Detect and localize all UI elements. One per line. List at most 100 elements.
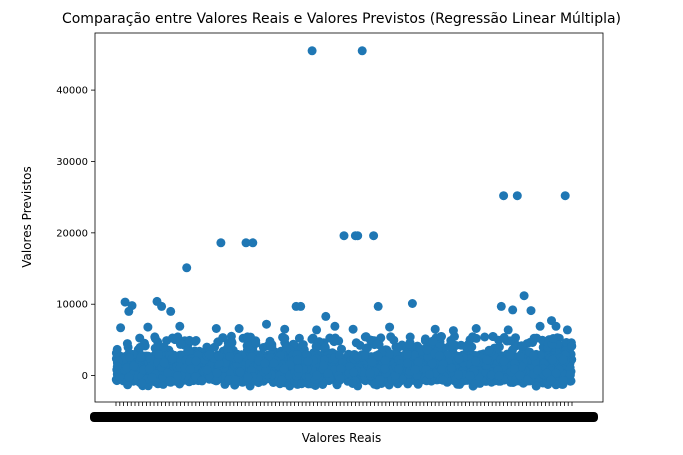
scatter-point	[516, 352, 525, 361]
scatter-point	[348, 324, 358, 334]
scatter-point	[494, 371, 504, 381]
scatter-point	[499, 356, 509, 366]
scatter-point	[535, 321, 545, 331]
scatter-point	[365, 368, 375, 378]
scatter-point	[159, 358, 169, 368]
scatter-point	[339, 231, 349, 241]
scatter-point	[184, 347, 194, 357]
scatter-point	[294, 333, 304, 343]
scatter-point	[542, 368, 552, 378]
scatter-point	[159, 342, 169, 352]
scatter-point	[373, 351, 383, 361]
scatter-point	[225, 352, 235, 361]
scatter-point	[375, 375, 385, 385]
scatter-point	[471, 356, 481, 366]
scatter-point	[166, 306, 176, 316]
scatter-point	[212, 368, 222, 378]
chart-title: Comparação entre Valores Reais e Valores…	[62, 11, 621, 27]
scatter-point	[116, 323, 126, 333]
scatter-point	[532, 333, 542, 343]
scatter-point	[280, 324, 290, 334]
scatter-point	[143, 322, 153, 332]
scatter-point	[120, 297, 130, 307]
scatter-point	[405, 332, 415, 342]
scatter-point	[303, 356, 313, 366]
scatter-point	[484, 345, 494, 355]
scatter-point	[471, 324, 481, 333]
scatter-point	[448, 339, 458, 349]
scatter-point	[124, 306, 134, 316]
y-axis-label: Valores Previstos	[20, 166, 34, 268]
scatter-point	[122, 339, 132, 349]
scatter-point	[531, 381, 541, 391]
scatter-point	[279, 364, 289, 374]
x-tick-labels-overlapping	[90, 412, 598, 422]
scatter-point	[380, 364, 390, 374]
scatter-point	[227, 338, 237, 348]
scatter-point	[122, 363, 132, 373]
scatter-point	[355, 340, 365, 350]
scatter-point	[335, 350, 344, 360]
scatter-point	[499, 191, 509, 201]
scatter-point	[191, 336, 201, 345]
y-tick-label: 40000	[56, 86, 88, 97]
scatter-point	[360, 332, 370, 342]
scatter-point	[529, 351, 539, 361]
scatter-point	[265, 336, 275, 346]
scatter-point	[136, 353, 146, 362]
scatter-point	[230, 375, 240, 385]
scatter-point	[352, 352, 362, 362]
scatter-point	[185, 364, 195, 374]
scatter-point	[437, 364, 446, 374]
scatter-point	[336, 364, 346, 374]
scatter-point	[407, 299, 417, 308]
scatter-point	[482, 355, 492, 365]
scatter-point	[260, 358, 270, 368]
scatter-point	[565, 369, 575, 379]
scatter-point	[384, 349, 394, 359]
scatter-point	[112, 344, 122, 354]
scatter-point	[163, 368, 173, 378]
scatter-point	[413, 379, 423, 389]
scatter-point	[135, 342, 145, 352]
scatter-point	[508, 305, 518, 315]
scatter-point	[211, 324, 221, 333]
scatter-point	[251, 338, 261, 348]
scatter-point	[123, 380, 133, 390]
scatter-points	[111, 46, 577, 391]
scatter-point	[373, 301, 383, 311]
scatter-point	[487, 370, 496, 380]
scatter-point	[420, 334, 430, 344]
scatter-point	[216, 238, 226, 248]
scatter-point	[292, 355, 302, 365]
scatter-point	[233, 353, 243, 363]
scatter-point	[548, 334, 558, 343]
scatter-point	[398, 374, 407, 384]
scatter-point	[319, 360, 329, 370]
scatter-point	[204, 350, 214, 360]
scatter-point	[526, 306, 536, 316]
scatter-point	[496, 301, 506, 311]
scatter-point	[503, 325, 513, 335]
scatter-point	[269, 358, 279, 368]
scatter-point	[173, 371, 183, 381]
scatter-point	[562, 325, 572, 335]
scatter-point	[558, 376, 568, 386]
scatter-point	[517, 342, 527, 351]
scatter-point	[147, 373, 157, 382]
scatter-point	[323, 368, 333, 378]
scatter-point	[124, 372, 134, 382]
scatter-point	[321, 311, 331, 321]
scatter-point	[468, 332, 478, 342]
scatter-point	[447, 363, 456, 373]
scatter-point	[150, 334, 160, 343]
scatter-point	[214, 351, 224, 361]
scatter-point	[280, 333, 290, 343]
scatter-point	[436, 332, 446, 342]
scatter-point	[312, 370, 322, 380]
plot-area-frame	[94, 32, 604, 403]
scatter-point	[297, 379, 307, 389]
scatter-point	[175, 321, 185, 331]
scatter-point	[393, 343, 403, 353]
